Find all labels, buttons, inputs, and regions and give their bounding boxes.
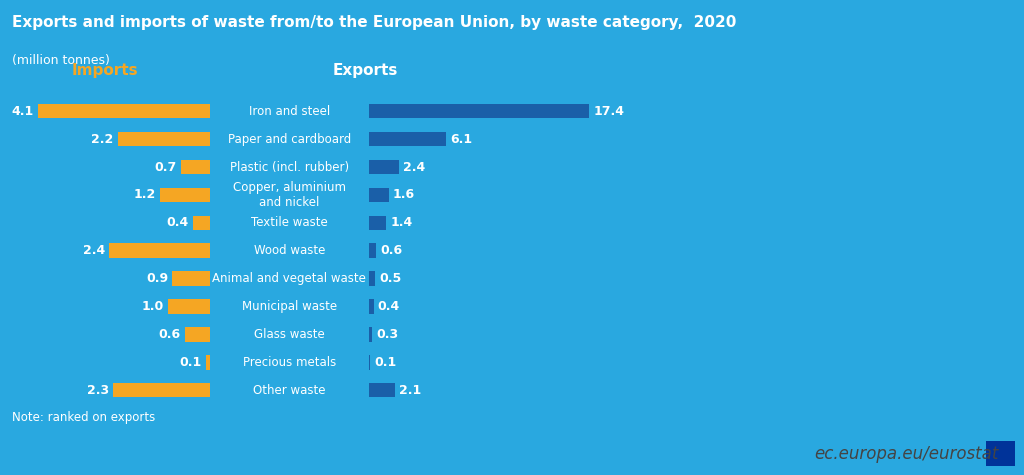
Text: Precious metals: Precious metals [243, 356, 336, 369]
Text: Iron and steel: Iron and steel [249, 104, 330, 118]
Bar [369, 216, 386, 230]
Text: 0.4: 0.4 [378, 300, 400, 313]
Bar [206, 355, 210, 370]
Text: Glass waste: Glass waste [254, 328, 325, 341]
Bar [168, 299, 210, 314]
Bar [110, 244, 210, 258]
Text: (million tonnes): (million tonnes) [12, 54, 111, 67]
Bar [369, 104, 589, 118]
Text: 2.4: 2.4 [403, 161, 425, 173]
Bar [369, 299, 374, 314]
Text: 6.1: 6.1 [450, 133, 472, 146]
Bar [369, 132, 445, 146]
Text: Note: ranked on exports: Note: ranked on exports [12, 410, 156, 424]
Bar [160, 188, 210, 202]
Text: 1.4: 1.4 [390, 216, 413, 229]
Bar [38, 104, 210, 118]
Text: 0.1: 0.1 [374, 356, 396, 369]
Text: Paper and cardboard: Paper and cardboard [227, 133, 351, 146]
Bar [184, 327, 210, 342]
Text: 0.6: 0.6 [380, 244, 402, 257]
Text: 0.7: 0.7 [155, 161, 176, 173]
Bar [172, 271, 210, 286]
Text: 2.4: 2.4 [83, 244, 105, 257]
Text: 1.2: 1.2 [133, 189, 156, 201]
Text: 2.1: 2.1 [399, 384, 422, 397]
Bar [986, 441, 1015, 466]
Text: 17.4: 17.4 [593, 104, 624, 118]
Text: Textile waste: Textile waste [251, 216, 328, 229]
Bar [369, 188, 389, 202]
Bar [114, 383, 210, 398]
Text: Animal and vegetal waste: Animal and vegetal waste [212, 272, 367, 285]
Text: Other waste: Other waste [253, 384, 326, 397]
Text: Wood waste: Wood waste [254, 244, 325, 257]
Bar [369, 383, 395, 398]
Bar [369, 160, 399, 174]
Text: ec.europa.eu/eurostat: ec.europa.eu/eurostat [814, 445, 998, 463]
Text: 1.0: 1.0 [141, 300, 164, 313]
Text: Municipal waste: Municipal waste [242, 300, 337, 313]
Bar [369, 327, 373, 342]
Text: Imports: Imports [72, 63, 138, 78]
Text: 0.9: 0.9 [145, 272, 168, 285]
Text: 0.1: 0.1 [179, 356, 202, 369]
Bar [369, 355, 370, 370]
Text: 0.5: 0.5 [379, 272, 401, 285]
Text: Copper, aluminium
and nickel: Copper, aluminium and nickel [232, 181, 346, 209]
Bar [118, 132, 210, 146]
Bar [369, 271, 375, 286]
Bar [194, 216, 210, 230]
Text: Plastic (incl. rubber): Plastic (incl. rubber) [229, 161, 349, 173]
Bar [369, 244, 376, 258]
Text: 1.6: 1.6 [393, 189, 415, 201]
Text: 0.6: 0.6 [159, 328, 180, 341]
Text: 0.4: 0.4 [167, 216, 189, 229]
Bar [180, 160, 210, 174]
Text: 2.2: 2.2 [91, 133, 114, 146]
Text: 0.3: 0.3 [377, 328, 398, 341]
Text: 2.3: 2.3 [87, 384, 110, 397]
Text: 4.1: 4.1 [11, 104, 34, 118]
Text: Exports: Exports [333, 63, 398, 78]
Text: Exports and imports of waste from/to the European Union, by waste category,  202: Exports and imports of waste from/to the… [12, 15, 736, 30]
